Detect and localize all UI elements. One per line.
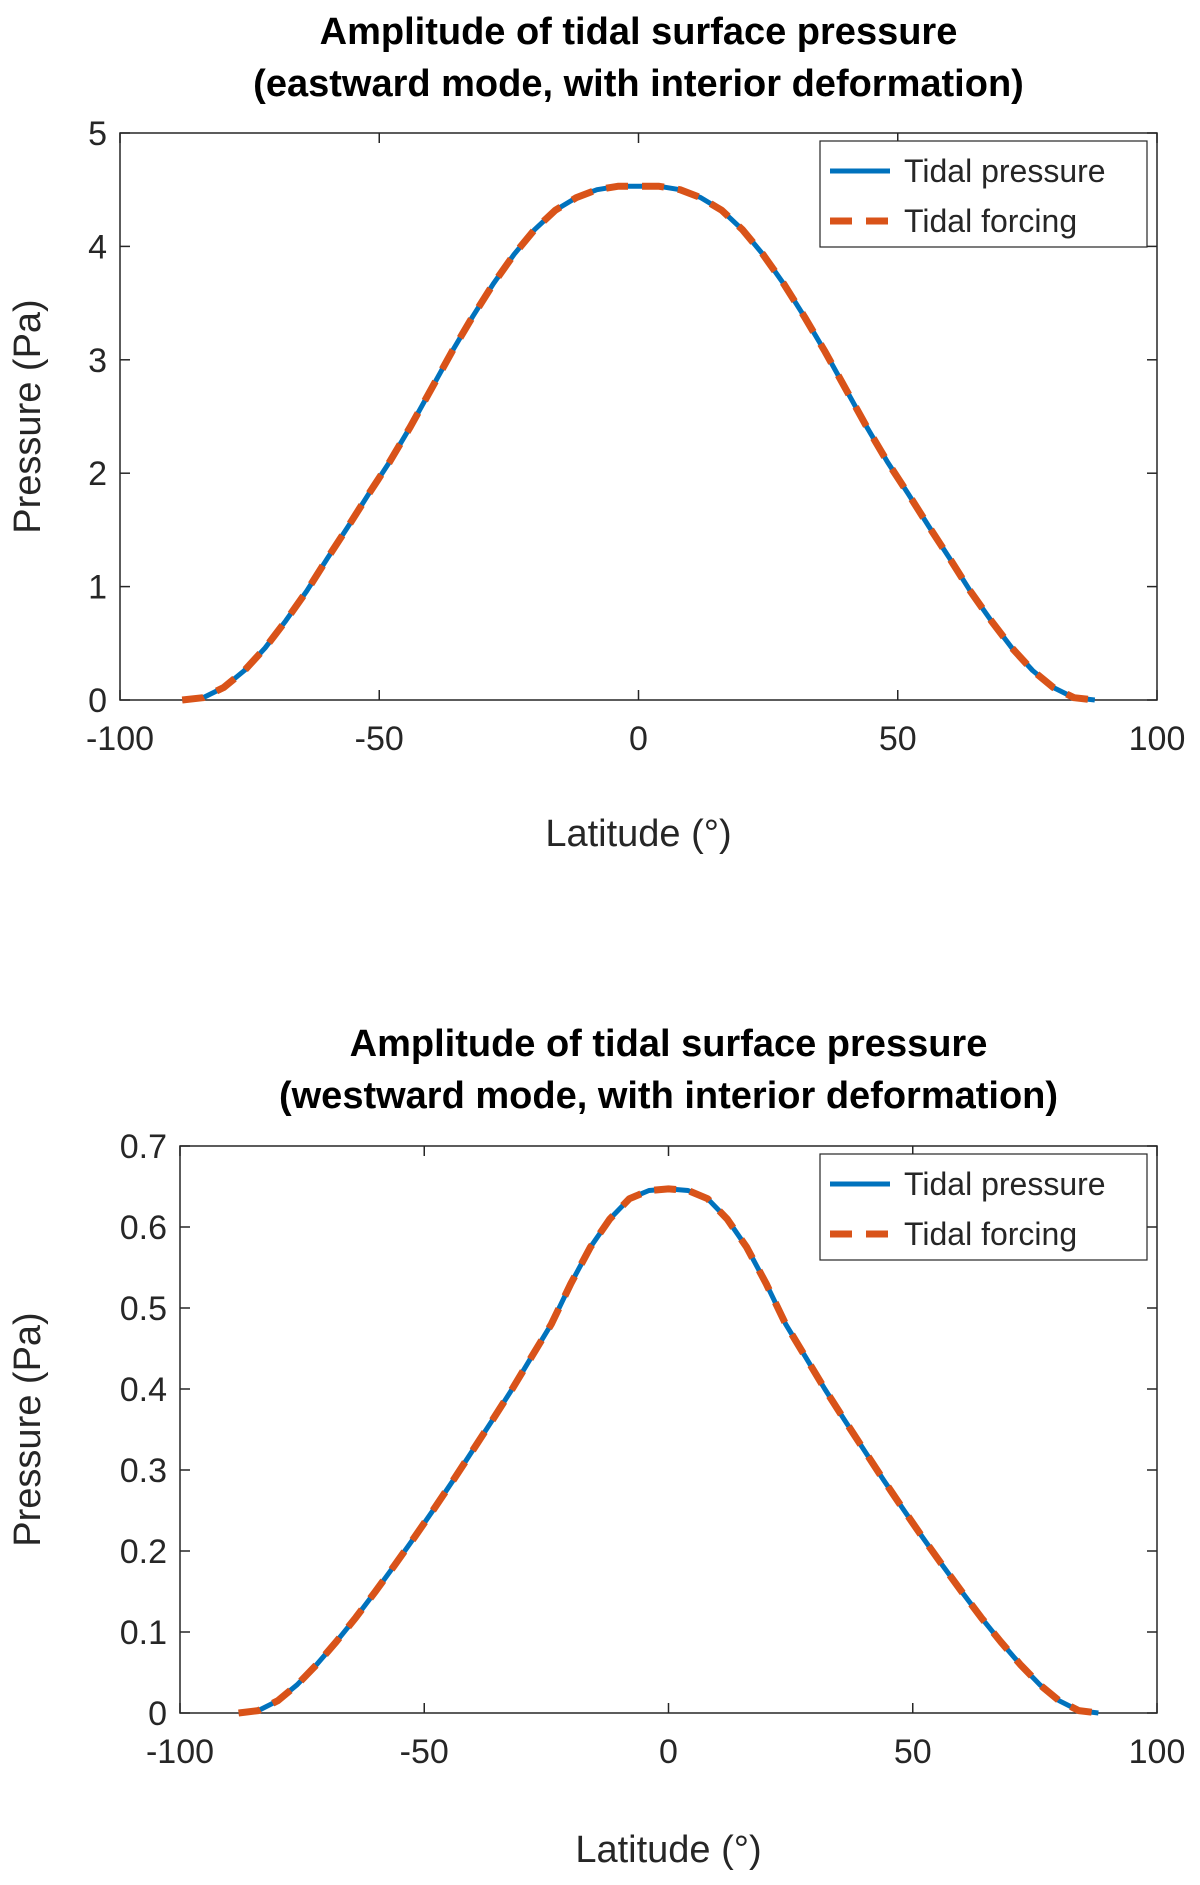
legend: Tidal pressure Tidal forcing bbox=[819, 140, 1148, 248]
chart-panel-eastward: Amplitude of tidal surface pressure (east… bbox=[7, 11, 1185, 855]
x-tick-label: 0 bbox=[659, 1733, 678, 1771]
y-tick-label: 3 bbox=[88, 342, 107, 380]
legend-box bbox=[819, 1153, 1148, 1261]
y-tick-label: 0.3 bbox=[120, 1452, 167, 1490]
legend-label: Tidal pressure bbox=[904, 153, 1106, 189]
y-tick-label: 0.1 bbox=[120, 1614, 167, 1652]
legend-label: Tidal forcing bbox=[904, 203, 1077, 239]
y-tick-label: 5 bbox=[88, 115, 107, 153]
x-tick-label: 50 bbox=[894, 1733, 932, 1771]
x-tick-label: 0 bbox=[629, 720, 648, 758]
x-axis-label: Latitude (°) bbox=[575, 1829, 761, 1871]
y-tick-label: 0.2 bbox=[120, 1533, 167, 1571]
y-tick-label: 0.6 bbox=[120, 1209, 167, 1247]
x-tick-label: -100 bbox=[146, 1733, 214, 1771]
x-tick-label: 100 bbox=[1129, 1733, 1186, 1771]
y-tick-label: 0 bbox=[148, 1695, 167, 1733]
y-tick-label: 1 bbox=[88, 569, 107, 607]
x-tick-label: -50 bbox=[355, 720, 404, 758]
x-tick-label: 50 bbox=[879, 720, 917, 758]
chart-panel-westward: Amplitude of tidal surface pressure (west… bbox=[7, 1023, 1185, 1871]
chart-title-line-1: Amplitude of tidal surface pressure bbox=[350, 1023, 988, 1065]
y-tick-label: 0 bbox=[88, 682, 107, 720]
y-tick-label: 0.5 bbox=[120, 1290, 167, 1328]
y-tick-label: 4 bbox=[88, 228, 107, 266]
y-axis-label: Pressure (Pa) bbox=[7, 299, 49, 533]
series-line-tidal-forcing bbox=[238, 1185, 1099, 1717]
series-line-tidal-forcing bbox=[181, 182, 1096, 704]
x-axis-label: Latitude (°) bbox=[545, 813, 731, 855]
legend-label: Tidal pressure bbox=[904, 1166, 1106, 1202]
chart-title-line-2: (westward mode, with interior deformatio… bbox=[279, 1075, 1058, 1117]
legend-box bbox=[819, 140, 1148, 248]
y-tick-label: 2 bbox=[88, 455, 107, 493]
chart-title-line-1: Amplitude of tidal surface pressure bbox=[320, 11, 958, 53]
x-tick-label: 100 bbox=[1129, 720, 1186, 758]
y-tick-label: 0.4 bbox=[120, 1371, 167, 1409]
y-tick-label: 0.7 bbox=[120, 1128, 167, 1166]
legend-label: Tidal forcing bbox=[904, 1216, 1077, 1252]
x-tick-label: -50 bbox=[400, 1733, 449, 1771]
x-tick-label: -100 bbox=[86, 720, 154, 758]
legend: Tidal pressure Tidal forcing bbox=[819, 1153, 1148, 1261]
chart-title-line-2: (eastward mode, with interior deformatio… bbox=[253, 63, 1024, 105]
y-axis-label: Pressure (Pa) bbox=[7, 1312, 49, 1546]
